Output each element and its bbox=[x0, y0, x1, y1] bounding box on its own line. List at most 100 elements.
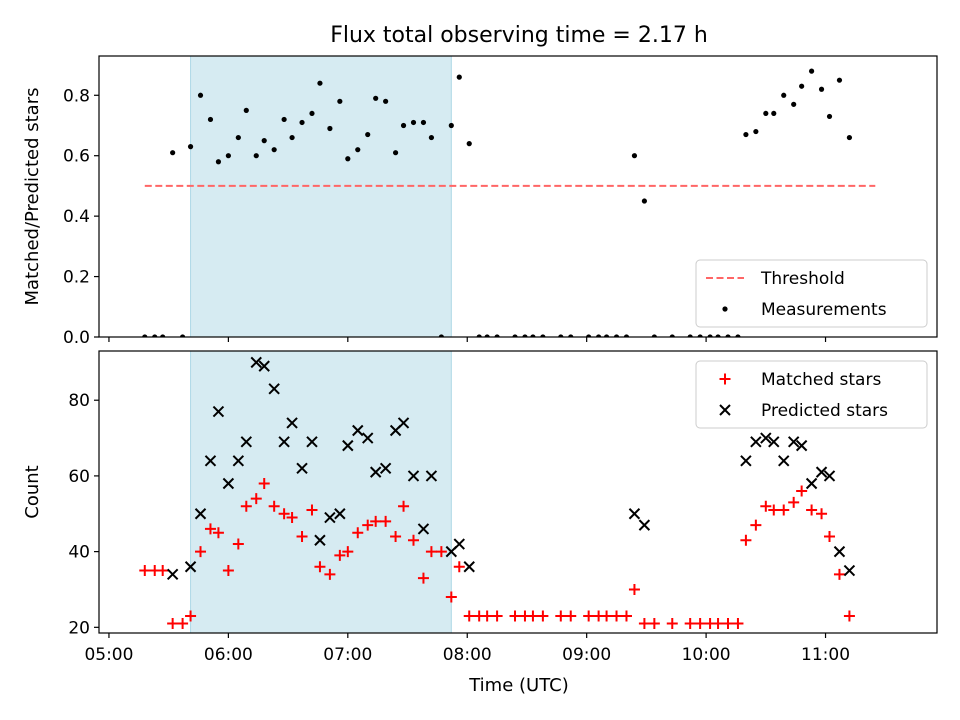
data-point bbox=[586, 334, 592, 337]
data-point bbox=[438, 334, 444, 337]
data-point bbox=[327, 125, 333, 132]
legend-marker bbox=[719, 404, 731, 416]
observing-span bbox=[190, 55, 452, 338]
x-tick-label: 11:00 bbox=[801, 645, 850, 665]
data-point bbox=[778, 455, 790, 467]
data-point bbox=[494, 334, 500, 337]
data-point bbox=[453, 561, 465, 573]
data-point bbox=[362, 519, 374, 531]
data-point bbox=[735, 334, 741, 337]
data-point bbox=[194, 508, 207, 520]
legend-label: Matched stars bbox=[761, 370, 881, 390]
data-point bbox=[314, 561, 326, 573]
data-point bbox=[527, 610, 539, 622]
data-point bbox=[180, 334, 186, 337]
data-point bbox=[184, 561, 197, 573]
data-point bbox=[166, 568, 179, 581]
data-point bbox=[306, 436, 318, 448]
data-point bbox=[225, 153, 231, 159]
data-point bbox=[740, 534, 752, 546]
data-point bbox=[666, 618, 678, 630]
data-point bbox=[725, 334, 731, 337]
data-point bbox=[463, 610, 475, 622]
data-point bbox=[197, 92, 204, 98]
data-point bbox=[355, 147, 361, 153]
data-point bbox=[204, 523, 216, 535]
data-point bbox=[795, 439, 808, 452]
data-point bbox=[620, 610, 632, 622]
data-point bbox=[603, 334, 610, 337]
y-tick-label: 40 bbox=[68, 543, 90, 563]
data-point bbox=[628, 583, 640, 595]
data-point bbox=[289, 134, 295, 141]
x-tick-label: 10:00 bbox=[682, 645, 731, 665]
data-point bbox=[843, 564, 856, 577]
data-point bbox=[846, 134, 853, 141]
data-point bbox=[568, 334, 574, 337]
data-point bbox=[379, 462, 392, 475]
data-point bbox=[195, 546, 207, 558]
data-point bbox=[428, 134, 435, 141]
data-point bbox=[613, 334, 620, 337]
data-point bbox=[232, 455, 245, 467]
y-tick-label: 0.0 bbox=[63, 328, 90, 348]
data-point bbox=[170, 150, 176, 156]
data-point bbox=[306, 504, 318, 516]
data-point bbox=[537, 610, 549, 622]
legend: Threshold Measurements bbox=[695, 259, 928, 328]
data-point bbox=[317, 80, 323, 86]
data-point bbox=[278, 508, 290, 520]
data-point bbox=[760, 500, 772, 512]
top-panel: 0.0 0.2 0.4 0.6 0.8 Matched/Predicted stars Th… bbox=[22, 55, 938, 348]
data-point bbox=[324, 568, 336, 580]
data-point bbox=[345, 156, 351, 162]
data-point bbox=[369, 466, 382, 478]
data-point bbox=[555, 610, 567, 622]
data-point bbox=[669, 334, 675, 337]
data-point bbox=[380, 515, 392, 527]
data-point bbox=[370, 515, 382, 527]
data-point bbox=[540, 334, 546, 337]
data-point bbox=[448, 122, 454, 129]
legend-marker bbox=[722, 306, 728, 312]
data-point bbox=[250, 493, 262, 505]
data-point bbox=[771, 110, 777, 117]
data-point bbox=[522, 334, 528, 337]
data-point bbox=[240, 436, 253, 448]
y-tick-label: 60 bbox=[68, 467, 90, 487]
data-point bbox=[628, 508, 641, 520]
data-point bbox=[390, 530, 402, 542]
data-point bbox=[397, 417, 410, 429]
x-tick-label: 08:00 bbox=[443, 645, 492, 665]
data-point bbox=[456, 74, 462, 80]
data-point bbox=[398, 500, 410, 512]
data-point bbox=[843, 610, 855, 622]
data-point bbox=[314, 534, 326, 546]
data-point bbox=[509, 610, 521, 622]
data-point bbox=[324, 511, 336, 524]
data-point bbox=[799, 83, 805, 89]
x-tick-label: 09:00 bbox=[562, 645, 611, 665]
data-point bbox=[258, 360, 270, 372]
data-point bbox=[268, 383, 280, 395]
data-point bbox=[334, 549, 346, 561]
data-point bbox=[707, 334, 713, 337]
legend-label: Predicted stars bbox=[761, 401, 888, 421]
y-tick-label: 20 bbox=[68, 618, 90, 638]
data-point bbox=[157, 565, 169, 577]
data-point bbox=[352, 527, 364, 539]
legend: Matched stars Predicted stars bbox=[695, 360, 928, 429]
data-point bbox=[466, 141, 472, 147]
data-point bbox=[240, 500, 252, 512]
data-point bbox=[309, 110, 315, 117]
data-point bbox=[392, 150, 399, 156]
axes-frame bbox=[98, 55, 938, 338]
data-point bbox=[463, 561, 475, 573]
data-point bbox=[352, 424, 364, 437]
data-point bbox=[286, 417, 298, 429]
data-point bbox=[204, 455, 217, 467]
data-point bbox=[743, 131, 749, 138]
x-tick-label: 07:00 bbox=[323, 645, 372, 665]
data-point bbox=[212, 527, 224, 539]
data-point bbox=[453, 538, 465, 550]
